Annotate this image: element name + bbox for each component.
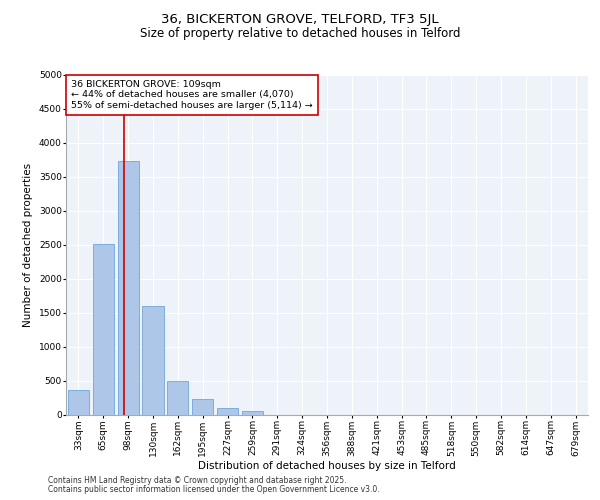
- Bar: [217, 408, 238, 415]
- Bar: [167, 381, 188, 415]
- Bar: [242, 411, 263, 415]
- Text: Contains public sector information licensed under the Open Government Licence v3: Contains public sector information licen…: [48, 484, 380, 494]
- Y-axis label: Number of detached properties: Number of detached properties: [23, 163, 33, 327]
- Text: 36 BICKERTON GROVE: 109sqm
← 44% of detached houses are smaller (4,070)
55% of s: 36 BICKERTON GROVE: 109sqm ← 44% of deta…: [71, 80, 313, 110]
- Bar: [68, 390, 89, 415]
- Text: Contains HM Land Registry data © Crown copyright and database right 2025.: Contains HM Land Registry data © Crown c…: [48, 476, 347, 485]
- Bar: [192, 400, 213, 415]
- Bar: [93, 244, 114, 415]
- Text: 36, BICKERTON GROVE, TELFORD, TF3 5JL: 36, BICKERTON GROVE, TELFORD, TF3 5JL: [161, 12, 439, 26]
- Bar: [142, 306, 164, 415]
- Text: Size of property relative to detached houses in Telford: Size of property relative to detached ho…: [140, 28, 460, 40]
- Bar: [118, 160, 139, 415]
- X-axis label: Distribution of detached houses by size in Telford: Distribution of detached houses by size …: [198, 461, 456, 471]
